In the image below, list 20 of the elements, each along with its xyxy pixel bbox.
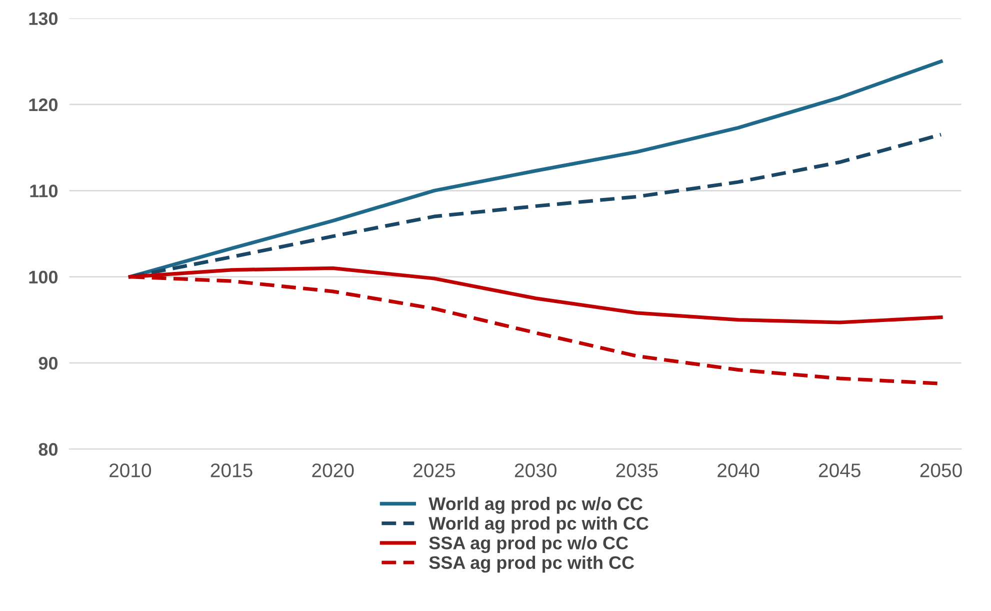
y-tick-label: 90 xyxy=(38,356,58,370)
line-series xyxy=(128,60,943,279)
x-tick-label: 2010 xyxy=(110,463,152,478)
y-tick-label: 130 xyxy=(29,12,58,26)
x-tick-label: 2045 xyxy=(819,463,860,478)
y-tick-label: 80 xyxy=(38,443,58,456)
legend-label: World ag prod pc w/o CC xyxy=(428,496,642,514)
legend-label: World ag prod pc with CC xyxy=(428,516,648,534)
x-tick-label: 2025 xyxy=(414,463,456,478)
x-tick-label: 2030 xyxy=(514,463,556,478)
x-tick-label: 2035 xyxy=(616,463,658,478)
y-tick-label: 100 xyxy=(29,270,58,284)
x-tick-label: 2015 xyxy=(210,463,252,478)
legend-label: SSA ag prod pc w/o CC xyxy=(429,536,628,554)
x-tick-label: 2050 xyxy=(920,463,962,478)
x-tick-label: 2040 xyxy=(718,463,760,478)
x-tick-label: 2020 xyxy=(312,463,354,478)
legend-label: SSA ag prod pc with CC xyxy=(429,556,634,573)
y-tick-label: 120 xyxy=(29,98,58,112)
y-tick-label: 110 xyxy=(30,184,58,198)
